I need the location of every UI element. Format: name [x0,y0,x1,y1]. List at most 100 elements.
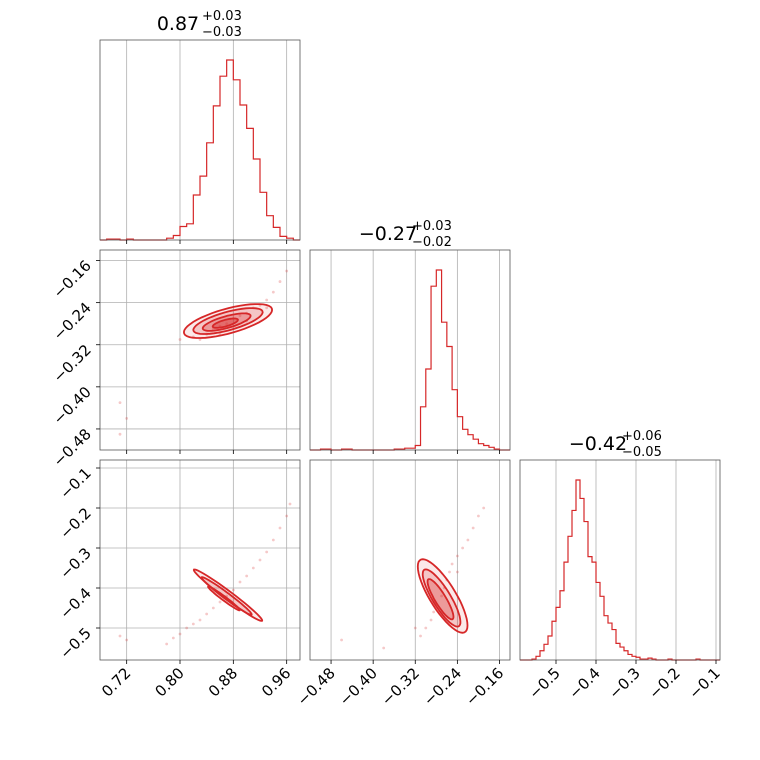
scatter-point [271,290,275,294]
panel-frame [99,39,301,241]
panel-title-lower: −0.02 [412,235,452,250]
scatter-point [419,634,422,638]
panel-0-0: 0.87 +0.03−0.03 [99,9,301,244]
panel-title-value: −0.42 [569,433,627,455]
panel-1-0: −0.16−0.24−0.32−0.40−0.48 [50,249,301,470]
scatter-point [118,401,122,405]
x-tick-label: 0.88 [205,664,241,700]
scatter-point [413,626,417,630]
scatter-point [448,570,451,574]
scatter-point [440,594,443,598]
scatter-point [455,554,459,558]
scatter-point [285,514,289,518]
scatter-point [251,566,255,570]
scatter-point [118,432,122,436]
panel-frame [519,459,721,661]
scatter-point [238,314,242,318]
histogram-step [310,269,510,451]
x-tick-label: −0.48 [294,664,339,709]
x-tick-label: −0.4 [565,664,603,702]
y-tick-label: −0.2 [56,504,94,542]
histogram-step [100,59,300,241]
scatter-point [477,514,480,518]
scatter-point [125,638,129,642]
y-tick-label: −0.24 [50,299,95,344]
scatter-point [258,558,262,562]
panel-frame [99,249,301,451]
density-contour [426,578,455,621]
scatter-point [482,506,486,510]
scatter-point [125,417,129,420]
scatter-point [231,588,235,592]
x-tick-label: −0.3 [605,664,643,702]
y-tick-label: −0.4 [56,584,94,622]
scatter-point [271,538,275,542]
scatter-point [118,634,122,638]
scatter-point [461,546,465,550]
scatter-point [178,632,182,636]
histogram-step [520,479,720,661]
scatter-point [198,618,202,622]
scatter-point [278,280,282,283]
x-tick-label: −0.40 [336,664,381,709]
x-tick-label: −0.24 [420,664,465,709]
scatter-point [265,550,269,554]
scatter-point [225,322,229,326]
scatter-point [265,306,269,310]
x-tick-label: −0.1 [685,664,723,702]
scatter-point [178,338,182,341]
y-tick-label: −0.3 [56,544,94,582]
scatter-point [429,618,433,622]
panel-frame [309,249,511,451]
density-contour [207,585,241,612]
density-contour [416,558,469,634]
scatter-point [340,638,343,642]
panel-title-value: 0.87 [157,13,199,35]
panel-2-2: −0.42+0.06−0.05 −0.5 −0.4 −0.3 −0.2 −0.1 [519,429,724,703]
scatter-point [432,610,436,614]
scatter-point [424,626,428,630]
scatter-point [285,269,289,273]
scatter-point [165,642,169,646]
scatter-point [466,538,470,542]
density-contour [182,303,274,339]
scatter-point [245,574,249,578]
scatter-point [288,502,292,506]
panel-title-lower: −0.03 [202,25,242,40]
x-tick-label: −0.16 [462,664,507,709]
y-tick-label: −0.40 [50,383,95,428]
y-tick-label: −0.16 [50,257,95,302]
panel-title-value: −0.27 [359,223,417,245]
panel-2-1: −0.48−0.40−0.32−0.24−0.16 [294,459,511,709]
scatter-point [171,636,175,640]
density-contour [211,317,239,329]
x-tick-label: −0.2 [645,664,683,702]
panel-title-lower: −0.05 [622,445,662,460]
panel-title-upper: +0.06 [622,429,662,444]
density-contour [192,307,264,335]
scatter-point [238,580,242,584]
scatter-point [191,622,195,626]
x-tick-label: 0.72 [98,664,134,700]
x-tick-label: −0.5 [525,664,563,702]
panel-title-upper: +0.03 [412,219,452,234]
scatter-point [218,600,222,604]
scatter-point [278,526,282,530]
scatter-point [265,298,269,302]
density-contour [200,576,253,616]
panel-2-0: 0.72 0.80 0.88 0.96−0.1−0.2−0.3−0.4−0.5 [56,459,301,700]
scatter-point [185,626,189,630]
scatter-point [205,612,209,616]
x-tick-label: 0.96 [258,664,294,700]
scatter-point [455,570,459,574]
panel-frame [309,459,511,661]
x-tick-label: 0.80 [151,664,187,700]
density-contour [421,568,462,628]
panel-1-1: −0.27+0.03−0.02 [309,219,511,454]
y-tick-label: −0.5 [56,624,94,662]
x-tick-label: −0.32 [378,664,423,709]
panel-title-upper: +0.03 [202,9,242,24]
scatter-point [382,646,386,650]
y-tick-label: −0.48 [50,425,95,470]
